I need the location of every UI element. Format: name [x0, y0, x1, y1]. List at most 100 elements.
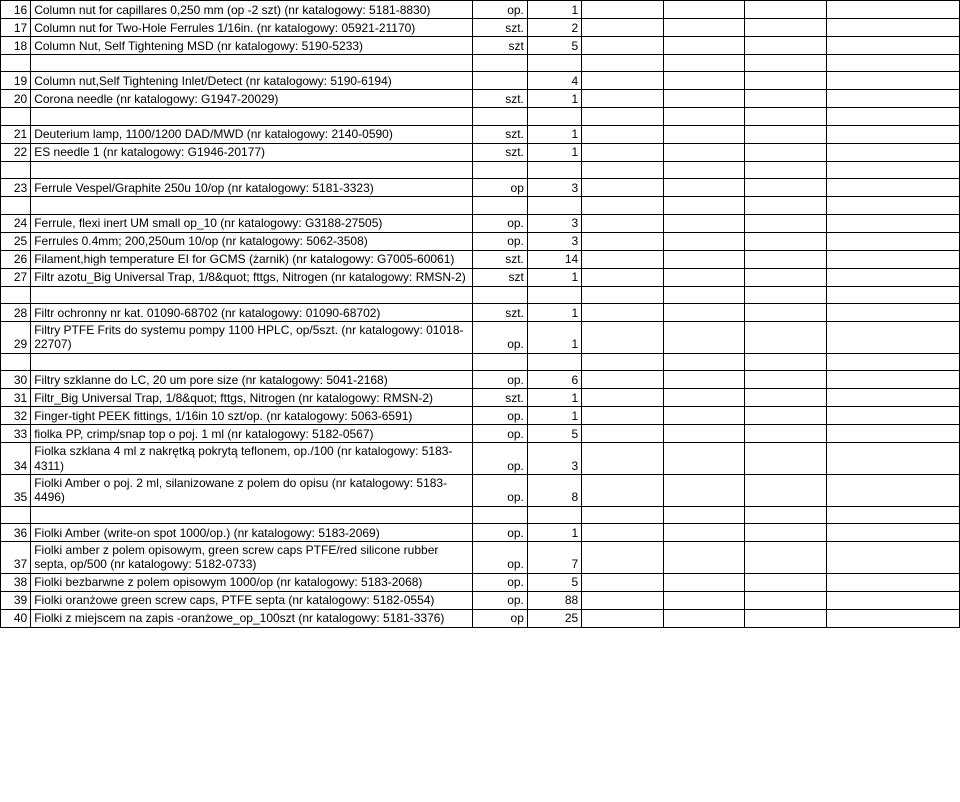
cell-desc: Filament,high temperature EI for GCMS (ż…	[31, 250, 473, 268]
cell-num: 31	[1, 389, 31, 407]
cell-e2	[663, 232, 744, 250]
cell-qty: 1	[527, 524, 581, 542]
cell-e4	[826, 591, 959, 609]
table-row: 33fiolka PP, crimp/snap top o poj. 1 ml …	[1, 425, 960, 443]
spacer-cell	[473, 108, 528, 125]
cell-e4	[826, 72, 959, 90]
cell-e4	[826, 143, 959, 161]
table-row: 22ES needle 1 (nr katalogowy: G1946-2017…	[1, 143, 960, 161]
table-row: 40Fiolki z miejscem na zapis -oranżowe_o…	[1, 609, 960, 627]
cell-e1	[582, 573, 663, 591]
cell-e1	[582, 303, 663, 321]
spacer-cell	[582, 506, 663, 523]
cell-e1	[582, 609, 663, 627]
cell-desc: Finger-tight PEEK fittings, 1/16in 10 sz…	[31, 407, 473, 425]
cell-qty: 3	[527, 214, 581, 232]
table-row: 16Column nut for capillares 0,250 mm (op…	[1, 1, 960, 19]
cell-e3	[745, 591, 826, 609]
spacer-row	[1, 108, 960, 125]
cell-num: 17	[1, 19, 31, 37]
table-row: 19Column nut,Self Tightening Inlet/Detec…	[1, 72, 960, 90]
spacer-cell	[663, 108, 744, 125]
cell-desc: Fiolki z miejscem na zapis -oranżowe_op_…	[31, 609, 473, 627]
spacer-cell	[31, 161, 473, 178]
cell-qty: 3	[527, 179, 581, 197]
spacer-cell	[527, 353, 581, 370]
cell-e2	[663, 425, 744, 443]
spacer-row	[1, 286, 960, 303]
spacer-cell	[473, 286, 528, 303]
spacer-cell	[745, 161, 826, 178]
cell-e3	[745, 321, 826, 353]
cell-unit: op.	[473, 573, 528, 591]
cell-unit: szt	[473, 268, 528, 286]
spacer-cell	[826, 353, 959, 370]
spacer-cell	[31, 197, 473, 214]
spacer-cell	[663, 286, 744, 303]
cell-e3	[745, 474, 826, 506]
cell-e3	[745, 303, 826, 321]
cell-e1	[582, 37, 663, 55]
cell-qty: 4	[527, 72, 581, 90]
cell-e3	[745, 425, 826, 443]
cell-e1	[582, 232, 663, 250]
spacer-cell	[826, 506, 959, 523]
table-row: 30Filtry szklanne do LC, 20 um pore size…	[1, 371, 960, 389]
spacer-row	[1, 197, 960, 214]
cell-e4	[826, 1, 959, 19]
spacer-row	[1, 161, 960, 178]
cell-e1	[582, 179, 663, 197]
cell-e2	[663, 268, 744, 286]
cell-desc: Corona needle (nr katalogowy: G1947-2002…	[31, 90, 473, 108]
cell-num: 23	[1, 179, 31, 197]
table-row: 36Fiolki Amber (write-on spot 1000/op.) …	[1, 524, 960, 542]
cell-num: 24	[1, 214, 31, 232]
table-row: 37Fiolki amber z polem opisowym, green s…	[1, 542, 960, 574]
spacer-cell	[31, 286, 473, 303]
spacer-cell	[1, 55, 31, 72]
cell-e3	[745, 573, 826, 591]
cell-unit: op.	[473, 407, 528, 425]
cell-qty: 5	[527, 573, 581, 591]
cell-e2	[663, 90, 744, 108]
cell-e2	[663, 1, 744, 19]
cell-num: 19	[1, 72, 31, 90]
cell-e2	[663, 609, 744, 627]
spacer-cell	[1, 286, 31, 303]
cell-e1	[582, 90, 663, 108]
cell-e1	[582, 321, 663, 353]
cell-e3	[745, 371, 826, 389]
cell-e2	[663, 321, 744, 353]
cell-e4	[826, 321, 959, 353]
spacer-cell	[582, 353, 663, 370]
cell-num: 21	[1, 125, 31, 143]
cell-qty: 1	[527, 90, 581, 108]
cell-unit: szt.	[473, 19, 528, 37]
cell-e1	[582, 214, 663, 232]
cell-num: 34	[1, 443, 31, 475]
cell-e2	[663, 19, 744, 37]
cell-e4	[826, 125, 959, 143]
spacer-cell	[826, 55, 959, 72]
cell-e4	[826, 474, 959, 506]
spacer-cell	[527, 161, 581, 178]
cell-num: 40	[1, 609, 31, 627]
cell-e1	[582, 250, 663, 268]
cell-qty: 14	[527, 250, 581, 268]
spacer-cell	[1, 161, 31, 178]
cell-desc: Filtr_Big Universal Trap, 1/8&quot; fttg…	[31, 389, 473, 407]
cell-unit: op.	[473, 214, 528, 232]
cell-num: 32	[1, 407, 31, 425]
spacer-cell	[826, 286, 959, 303]
cell-num: 22	[1, 143, 31, 161]
cell-qty: 1	[527, 303, 581, 321]
spacer-row	[1, 55, 960, 72]
spacer-cell	[826, 108, 959, 125]
cell-unit: op.	[473, 474, 528, 506]
cell-e2	[663, 389, 744, 407]
spacer-cell	[745, 353, 826, 370]
cell-e4	[826, 37, 959, 55]
cell-unit: op.	[473, 232, 528, 250]
cell-e2	[663, 37, 744, 55]
cell-qty: 1	[527, 268, 581, 286]
